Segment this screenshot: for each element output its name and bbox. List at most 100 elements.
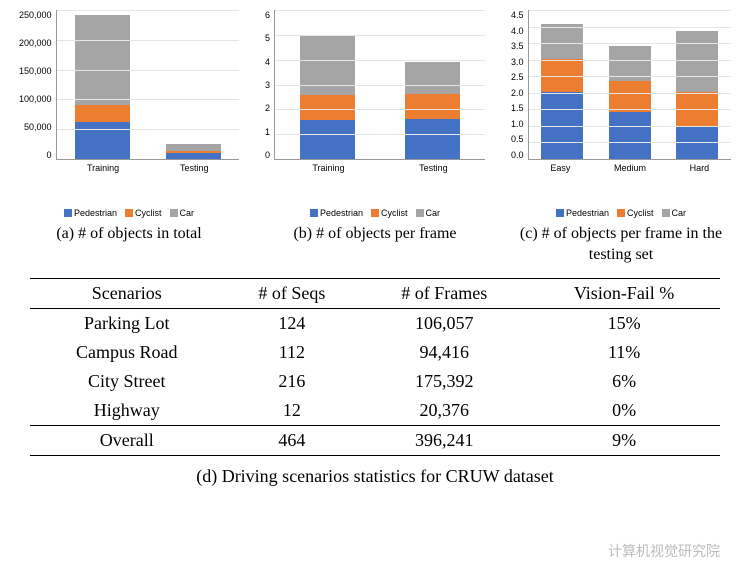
table-cell: 396,241 (360, 425, 528, 455)
watermark: 计算机视觉研究院 (608, 541, 720, 561)
table-header-row: Scenarios# of Seqs# of FramesVision-Fail… (30, 278, 720, 308)
table-row: City Street216175,3926% (30, 367, 720, 396)
bar-column (676, 31, 718, 159)
chart-b-caption: (b) # of objects per frame (293, 224, 456, 245)
chart-c-caption: (c) # of objects per frame in the testin… (502, 224, 740, 266)
legend-label: Car (426, 208, 441, 218)
table-row: Parking Lot124106,05715% (30, 308, 720, 338)
legend-label: Cyclist (627, 208, 654, 218)
chart-a-area: 250,000200,000150,000100,00050,0000 Trai… (19, 10, 239, 190)
table-header-cell: # of Seqs (224, 278, 361, 308)
table-wrap: Scenarios# of Seqs# of FramesVision-Fail… (30, 278, 720, 487)
bar-segment-pedestrian (166, 153, 221, 159)
legend-item-cyclist: Cyclist (125, 208, 162, 218)
table-cell: 124 (224, 308, 361, 338)
table-cell: Overall (30, 425, 224, 455)
ytick-label: 1.0 (511, 119, 524, 129)
table-cell: 216 (224, 367, 361, 396)
table-cell: 112 (224, 338, 361, 367)
chart-c-plot: EasyMediumHard (528, 10, 731, 160)
table-cell: Campus Road (30, 338, 224, 367)
legend-swatch (556, 209, 564, 217)
table-overall-row: Overall464396,2419% (30, 425, 720, 455)
xtick-label: Testing (419, 163, 448, 173)
ytick-label: 0 (265, 150, 270, 160)
bar-column (300, 35, 355, 159)
ytick-label: 4.0 (511, 26, 524, 36)
ytick-label: 0 (47, 150, 52, 160)
legend-label: Cyclist (135, 208, 162, 218)
table-caption: (d) Driving scenarios statistics for CRU… (30, 466, 720, 487)
legend-label: Car (180, 208, 195, 218)
xtick-label: Training (87, 163, 119, 173)
legend-item-pedestrian: Pedestrian (556, 208, 609, 218)
table-cell: 12 (224, 396, 361, 426)
legend-item-car: Car (416, 208, 441, 218)
bar-segment-pedestrian (609, 112, 651, 159)
chart-b-panel: 6543210 TrainingTesting PedestrianCyclis… (256, 10, 494, 266)
bar-segment-pedestrian (300, 120, 355, 159)
bar-segment-pedestrian (405, 119, 460, 159)
bar-column (75, 15, 130, 159)
legend-swatch (617, 209, 625, 217)
charts-row: 250,000200,000150,000100,00050,0000 Trai… (10, 10, 740, 266)
bar-segment-car (75, 15, 130, 105)
table-row: Campus Road11294,41611% (30, 338, 720, 367)
bar-segment-car (405, 62, 460, 95)
xtick-label: Easy (550, 163, 570, 173)
ytick-label: 6 (265, 10, 270, 20)
legend-swatch (64, 209, 72, 217)
xtick-label: Hard (690, 163, 710, 173)
ytick-label: 5 (265, 33, 270, 43)
ytick-label: 0.5 (511, 134, 524, 144)
legend-swatch (170, 209, 178, 217)
legend-item-pedestrian: Pedestrian (310, 208, 363, 218)
bar-column (166, 144, 221, 159)
ytick-label: 3.0 (511, 57, 524, 67)
table-cell: 106,057 (360, 308, 528, 338)
chart-c-panel: 4.54.03.53.02.52.01.51.00.50.0 EasyMediu… (502, 10, 740, 266)
bar-segment-car (300, 35, 355, 95)
table-header-cell: # of Frames (360, 278, 528, 308)
ytick-label: 2 (265, 103, 270, 113)
ytick-label: 1 (265, 127, 270, 137)
legend-swatch (662, 209, 670, 217)
ytick-label: 1.5 (511, 103, 524, 113)
xtick-label: Medium (614, 163, 646, 173)
chart-a-plot: TrainingTesting (56, 10, 239, 160)
ytick-label: 200,000 (19, 38, 52, 48)
legend-swatch (310, 209, 318, 217)
bar-segment-car (541, 24, 583, 59)
ytick-label: 4.5 (511, 10, 524, 20)
chart-b-legend: PedestrianCyclistCar (310, 208, 440, 218)
table-cell: 6% (528, 367, 720, 396)
table-cell: 11% (528, 338, 720, 367)
chart-a-caption: (a) # of objects in total (56, 224, 201, 245)
table-cell: 94,416 (360, 338, 528, 367)
xtick-label: Training (312, 163, 344, 173)
ytick-label: 2.5 (511, 72, 524, 82)
legend-label: Pedestrian (74, 208, 117, 218)
bar-segment-cyclist (300, 95, 355, 120)
legend-item-cyclist: Cyclist (617, 208, 654, 218)
table-cell: 464 (224, 425, 361, 455)
ytick-label: 4 (265, 57, 270, 67)
stats-table: Scenarios# of Seqs# of FramesVision-Fail… (30, 278, 720, 456)
table-cell: 0% (528, 396, 720, 426)
table-cell: Parking Lot (30, 308, 224, 338)
table-cell: 20,376 (360, 396, 528, 426)
bar-segment-car (676, 31, 718, 93)
xtick-label: Testing (180, 163, 209, 173)
table-cell: Highway (30, 396, 224, 426)
table-cell: 9% (528, 425, 720, 455)
ytick-label: 100,000 (19, 94, 52, 104)
ytick-label: 0.0 (511, 150, 524, 160)
chart-a-yaxis: 250,000200,000150,000100,00050,0000 (19, 10, 56, 160)
legend-label: Pedestrian (320, 208, 363, 218)
ytick-label: 3 (265, 80, 270, 90)
legend-item-car: Car (170, 208, 195, 218)
chart-b-plot: TrainingTesting (274, 10, 485, 160)
table-body: Parking Lot124106,05715%Campus Road11294… (30, 308, 720, 455)
chart-b-area: 6543210 TrainingTesting (265, 10, 485, 190)
ytick-label: 150,000 (19, 66, 52, 76)
